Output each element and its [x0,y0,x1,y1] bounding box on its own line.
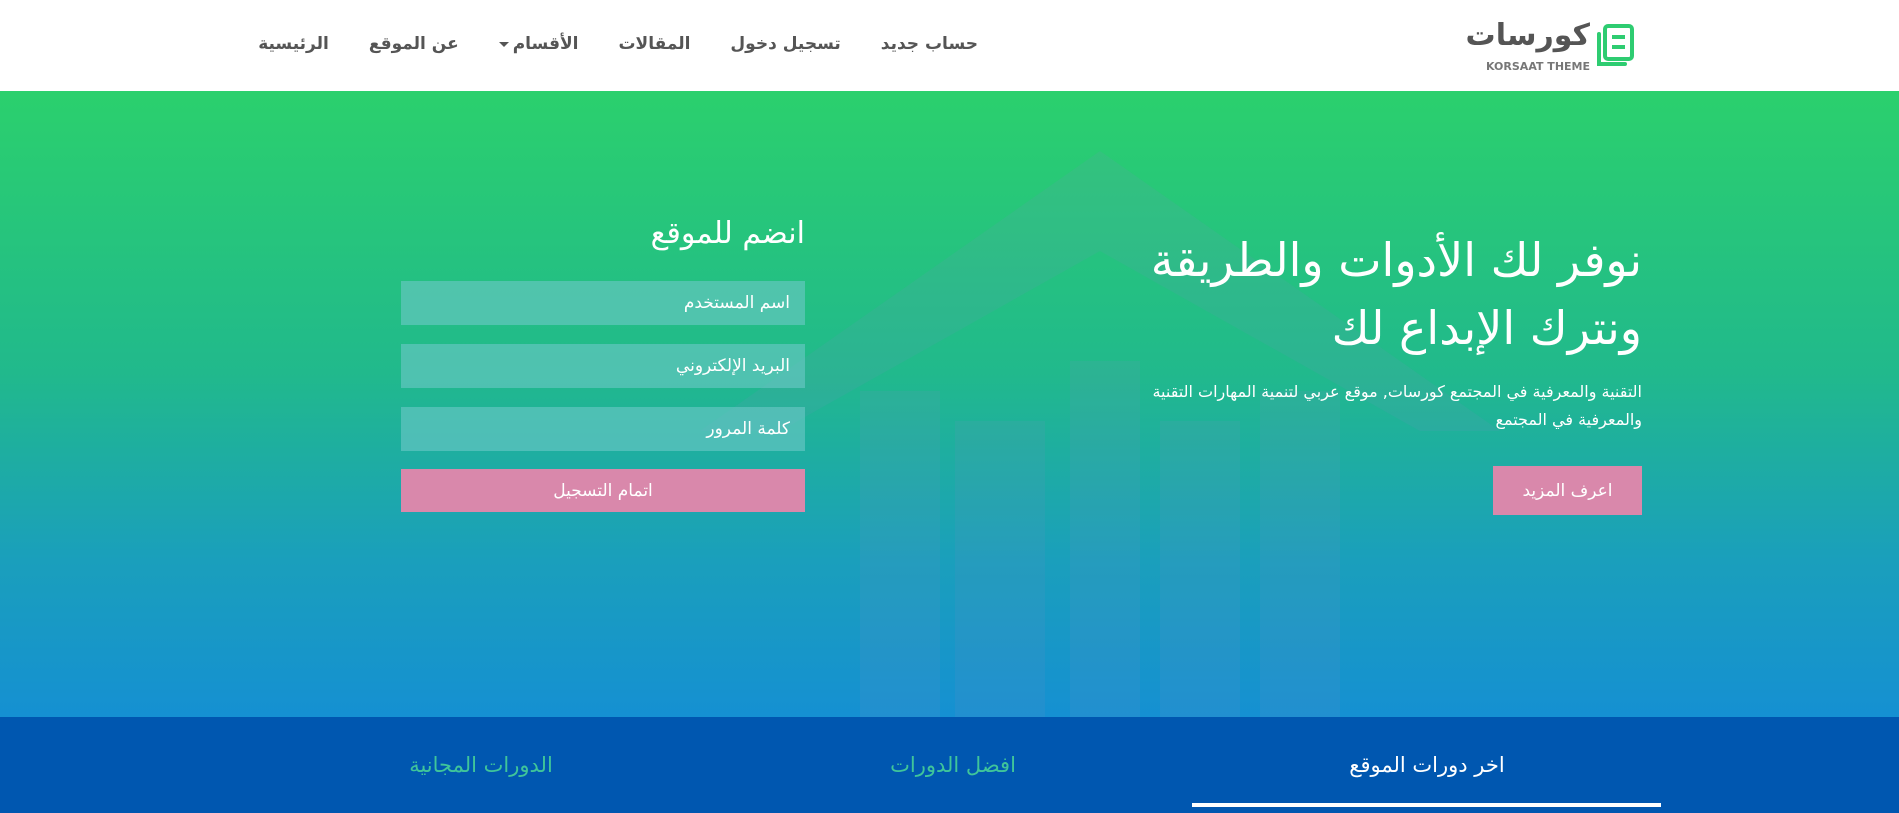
logo-text: كورسات [1465,18,1590,53]
caret-down-icon [498,41,509,47]
nav-login[interactable]: تسجيل دخول [730,34,841,54]
book-icon [1597,24,1634,66]
hero-title: نوفر لك الأدوات والطريقة ونترك الإبداع ل… [942,226,1642,362]
house-watermark-icon [700,151,1500,717]
site-logo[interactable]: كورسات KORSAAT THEME [1465,18,1635,78]
nav-home[interactable]: الرئيسية [258,34,329,54]
signup-title: انضم للموقع [650,216,805,251]
password-input[interactable]: كلمة المرور [401,407,805,451]
nav-articles[interactable]: المقالات [618,34,691,54]
tab-latest-courses[interactable]: اخر دورات الموقع [1349,753,1505,777]
signup-submit-button[interactable]: اتمام التسجيل [401,469,805,512]
nav-register[interactable]: حساب جديد [880,34,978,54]
site-header: الرئيسية عن الموقع الأقسام المقالات تسجي… [0,0,1899,91]
nav-categories-label: الأقسام [512,34,579,54]
main-nav: الرئيسية عن الموقع الأقسام المقالات تسجي… [258,34,978,54]
email-input[interactable]: البريد الإلكتروني [401,344,805,388]
hero-title-line1: نوفر لك الأدوات والطريقة [1150,233,1642,287]
hero-description: التقنية والمعرفية في المجتمع كورسات, موق… [1152,382,1642,429]
tab-free-courses[interactable]: الدورات المجانية [409,753,553,777]
logo-subtitle: KORSAAT THEME [1486,60,1590,73]
nav-categories[interactable]: الأقسام [498,34,579,54]
hero-title-line2: ونترك الإبداع لك [1331,301,1642,355]
nav-about[interactable]: عن الموقع [368,34,459,54]
hero-section: نوفر لك الأدوات والطريقة ونترك الإبداع ل… [0,91,1899,717]
tab-best-courses[interactable]: افضل الدورات [890,753,1016,777]
active-tab-indicator [1192,803,1661,807]
username-input[interactable]: اسم المستخدم [401,281,805,325]
learn-more-button[interactable]: اعرف المزيد [1493,466,1642,515]
courses-tabs: اخر دورات الموقع افضل الدورات الدورات ال… [0,717,1899,813]
